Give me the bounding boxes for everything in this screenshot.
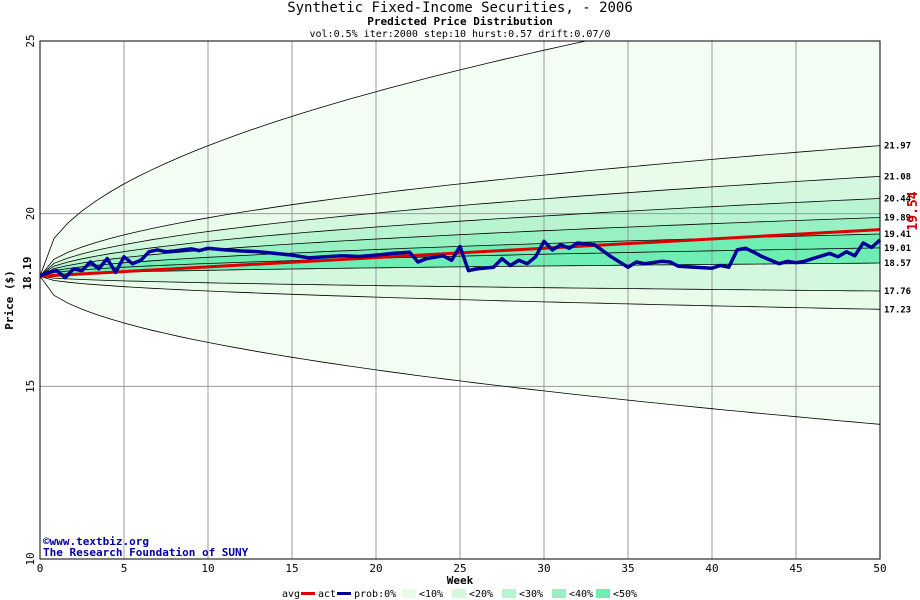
boundary-line-2 xyxy=(39,198,881,277)
boundary-label-2: 20.44 xyxy=(884,194,912,204)
x-tick-label-50: 50 xyxy=(873,562,886,575)
boundary-label-0: 21.97 xyxy=(884,142,911,152)
model-parameters: vol:0.5% iter:2000 step:10 hurst:0.57 dr… xyxy=(309,29,610,40)
x-tick-label-20: 20 xyxy=(369,562,382,575)
credit-organization: The Research Foundation of SUNY xyxy=(43,546,249,559)
y-tick-label-25: 25 xyxy=(24,34,37,47)
legend-band-swatch-40 xyxy=(552,589,566,598)
legend-band-50: <50% xyxy=(613,589,637,600)
boundary-line-1 xyxy=(39,176,881,277)
series-line-act xyxy=(39,238,882,280)
legend-band-40: <40% xyxy=(569,589,593,600)
x-tick-label-25: 25 xyxy=(453,562,466,575)
x-tick-label-30: 30 xyxy=(537,562,550,575)
y-tick-label-10: 10 xyxy=(24,552,37,565)
x-axis-ticks: 0 5 10 15 20 25 30 35 40 45 50 xyxy=(37,562,887,575)
boundary-line-0 xyxy=(39,145,881,277)
plot-area xyxy=(39,40,882,560)
x-tick-label-45: 45 xyxy=(789,562,802,575)
boundary-line-3 xyxy=(39,217,881,277)
legend-band-swatch-10 xyxy=(402,589,416,598)
x-tick-label-10: 10 xyxy=(201,562,214,575)
boundary-label-6: 18.57 xyxy=(884,259,911,269)
boundary-label-5: 19.01 xyxy=(884,244,911,254)
y-tick-label-20: 20 xyxy=(24,207,37,220)
x-tick-label-5: 5 xyxy=(121,562,128,575)
boundary-label-1: 21.08 xyxy=(884,172,911,182)
legend-band-10: <10% xyxy=(419,589,443,600)
boundary-label-8: 17.23 xyxy=(884,305,911,315)
legend-avg-swatch xyxy=(301,592,315,595)
envelope-lower-line xyxy=(39,275,881,425)
boundary-line-8 xyxy=(39,275,881,310)
legend-band-swatch-30 xyxy=(502,589,516,598)
boundary-line-6 xyxy=(39,262,881,277)
boundary-label-3: 19.89 xyxy=(884,213,911,223)
plot-frame xyxy=(39,40,881,560)
legend-band-swatch-50 xyxy=(596,589,610,598)
price-series xyxy=(39,228,882,280)
y-axis-label: Price ($) xyxy=(3,270,16,330)
x-tick-label-0: 0 xyxy=(37,562,44,575)
legend-act-label: act xyxy=(318,589,336,600)
band-end-labels: 21.97 21.08 20.44 19.89 19.41 19.01 18.57 17.76… xyxy=(884,142,912,316)
current-price-label: 19.54 xyxy=(906,191,920,230)
chart-title: Synthetic Fixed-Income Securities, - 200… xyxy=(287,0,633,16)
y-axis-ticks: 10 15 20 25 xyxy=(24,34,37,565)
legend-avg-label: avg xyxy=(282,589,300,600)
credit-website: ©www.textbiz.org xyxy=(43,535,149,548)
x-tick-label-35: 35 xyxy=(621,562,634,575)
legend-band-30: <30% xyxy=(519,589,543,600)
chart-subtitle: Predicted Price Distribution xyxy=(367,15,552,28)
boundary-label-7: 17.76 xyxy=(884,287,911,297)
legend-prob-label: prob:0% xyxy=(354,589,396,600)
x-tick-label-15: 15 xyxy=(285,562,298,575)
boundary-line-7 xyxy=(39,275,881,292)
x-axis-label: Week xyxy=(447,574,474,587)
boundary-label-4: 19.41 xyxy=(884,230,911,240)
x-tick-label-40: 40 xyxy=(705,562,718,575)
y-tick-label-15: 15 xyxy=(24,380,37,393)
start-price-label: 18.19 xyxy=(21,256,34,289)
series-line-avg xyxy=(39,228,881,278)
legend-act-swatch xyxy=(337,592,351,595)
legend: avg act prob:0% <10% <20% <30% <40% <50% xyxy=(282,589,637,600)
legend-band-20: <20% xyxy=(469,589,493,600)
legend-band-swatch-20 xyxy=(452,589,466,598)
